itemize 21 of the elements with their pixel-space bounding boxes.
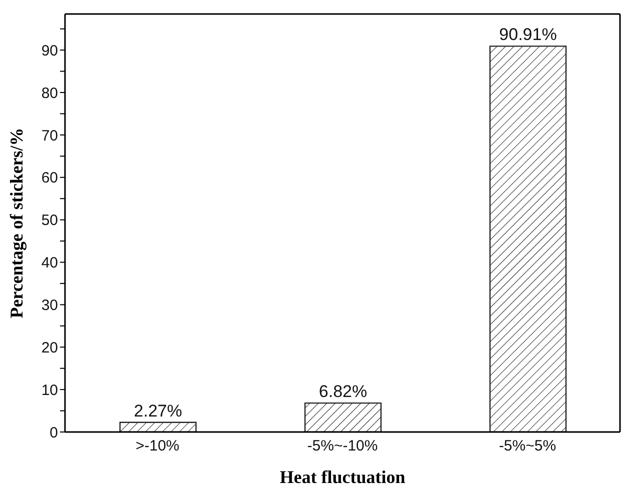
bar: [119, 422, 197, 432]
y-tick-label: 60: [41, 170, 58, 187]
y-tick-label: 70: [41, 127, 58, 144]
y-tick-label: 50: [41, 212, 58, 230]
y-tick-label: 40: [41, 254, 58, 272]
x-axis-title: Heat fluctuation: [280, 467, 406, 487]
y-tick-label: 10: [41, 382, 58, 399]
x-tick-label: -5%~5%: [498, 438, 556, 455]
y-tick-label: 90: [41, 42, 58, 60]
data-label: 2.27%: [134, 401, 182, 420]
data-label: 90.91%: [499, 25, 557, 44]
data-label: 6.82%: [318, 382, 368, 402]
y-tick-label: 30: [41, 297, 58, 314]
y-axis-title: Percentage of stickers/%: [6, 128, 26, 318]
x-tick-label: >-10%: [136, 438, 180, 455]
bar: [304, 402, 382, 432]
x-tick-label: -5%~-10%: [307, 438, 378, 455]
bar: [489, 46, 567, 432]
y-tick-label: 0: [50, 424, 58, 442]
y-tick-label: 80: [41, 84, 58, 102]
y-tick-label: 20: [41, 339, 58, 356]
